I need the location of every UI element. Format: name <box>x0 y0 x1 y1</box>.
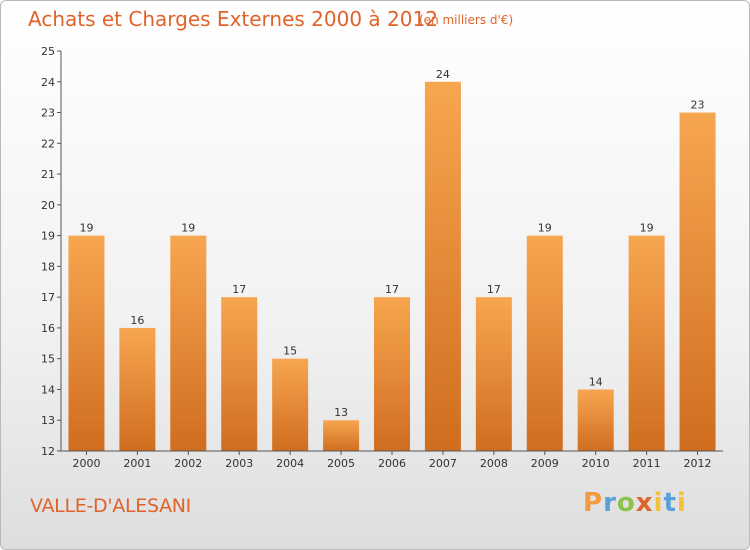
data-label: 17 <box>487 283 501 296</box>
bar <box>119 327 156 451</box>
x-tick-label: 2000 <box>72 457 100 470</box>
data-label: 15 <box>283 345 297 358</box>
x-tick-label: 2010 <box>582 457 610 470</box>
x-tick-label: 2005 <box>327 457 355 470</box>
bar <box>577 389 614 451</box>
proxiti-logo: Proxiti <box>583 488 687 518</box>
chart-title: Achats et Charges Externes 2000 à 2012 <box>28 7 438 31</box>
y-tick-label: 20 <box>41 199 55 212</box>
bar <box>374 297 410 451</box>
y-tick-label: 14 <box>41 383 55 396</box>
x-tick-label: 2006 <box>378 457 406 470</box>
x-tick-label: 2004 <box>276 457 304 470</box>
y-tick-label: 23 <box>41 107 55 120</box>
y-tick-label: 22 <box>41 137 55 150</box>
chart-subtitle: (en milliers d'€) <box>419 13 514 27</box>
data-label: 19 <box>181 222 195 235</box>
y-tick-label: 17 <box>41 291 55 304</box>
y-tick-label: 12 <box>41 445 55 458</box>
y-tick-label: 24 <box>41 76 55 89</box>
data-label: 19 <box>79 222 93 235</box>
bar <box>679 112 716 452</box>
x-tick-label: 2008 <box>480 457 508 470</box>
y-tick-label: 19 <box>41 230 55 243</box>
bar <box>628 235 665 451</box>
data-label: 17 <box>385 283 399 296</box>
bars: 19 16 19 17 15 13 17 24 17 19 14 19 23 <box>68 68 716 452</box>
bar <box>68 235 105 451</box>
bar <box>272 358 309 451</box>
x-tick-label: 2011 <box>633 457 661 470</box>
x-axis: 2000 2001 2002 2003 2004 2005 2006 2007 2008 2009… <box>61 450 723 470</box>
y-tick-label: 21 <box>41 168 55 181</box>
y-tick-label: 18 <box>41 260 55 273</box>
y-tick-label: 15 <box>41 353 55 366</box>
x-tick-label: 2007 <box>429 457 457 470</box>
x-tick-label: 2001 <box>123 457 151 470</box>
data-label: 23 <box>691 99 705 112</box>
data-label: 14 <box>589 375 603 388</box>
data-label: 16 <box>130 314 144 327</box>
bar <box>475 297 512 451</box>
data-label: 19 <box>640 222 654 235</box>
commune-name: VALLE-D'ALESANI <box>30 495 191 517</box>
data-label: 24 <box>436 68 450 81</box>
bar <box>323 420 360 451</box>
y-tick-label: 16 <box>41 322 55 335</box>
bar <box>526 235 563 451</box>
y-tick-label: 13 <box>41 414 55 427</box>
data-label: 13 <box>334 406 348 419</box>
bar <box>424 81 461 452</box>
y-tick-label: 25 <box>41 45 55 58</box>
data-label: 19 <box>538 222 552 235</box>
bar <box>170 235 207 451</box>
data-label: 17 <box>232 283 246 296</box>
bar <box>221 297 258 451</box>
x-tick-label: 2012 <box>684 457 712 470</box>
x-tick-label: 2002 <box>174 457 202 470</box>
x-tick-label: 2009 <box>531 457 559 470</box>
x-tick-label: 2003 <box>225 457 253 470</box>
y-axis: 12 13 14 15 16 17 18 19 20 21 22 23 24 25 <box>41 45 62 458</box>
